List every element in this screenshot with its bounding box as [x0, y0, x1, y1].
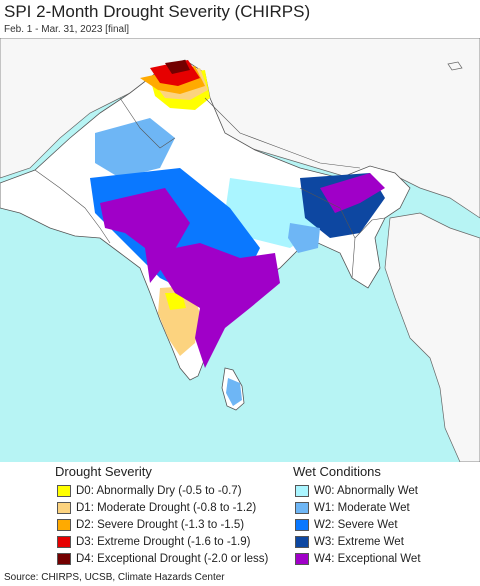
legend-label-d3: D3: Extreme Drought (-1.6 to -1.9): [76, 536, 251, 548]
legend-item-w0: W0: Abnormally Wet: [295, 483, 418, 499]
country-borders: [34, 97, 386, 279]
legend-item-d1: D1: Moderate Drought (-0.8 to -1.2): [57, 500, 256, 516]
legend-swatch-d0: [57, 485, 71, 497]
legend-label-d2: D2: Severe Drought (-1.3 to -1.5): [76, 519, 245, 531]
legend-label-w4: W4: Exceptional Wet: [314, 553, 421, 565]
legend-label-w0: W0: Abnormally Wet: [314, 485, 418, 497]
legend-item-d2: D2: Severe Drought (-1.3 to -1.5): [57, 517, 244, 533]
map-subtitle: Feb. 1 - Mar. 31, 2023 [final]: [4, 24, 130, 35]
legend-swatch-w1: [295, 502, 309, 514]
map-title: SPI 2-Month Drought Severity (CHIRPS): [4, 2, 311, 21]
legend: Drought Severity Wet Conditions D0: Abno…: [0, 462, 480, 572]
wet-legend-title: Wet Conditions: [293, 464, 381, 479]
region-d4: [165, 60, 190, 74]
legend-item-d3: D3: Extreme Drought (-1.6 to -1.9): [57, 534, 250, 550]
legend-label-w1: W1: Moderate Wet: [314, 502, 410, 514]
legend-label-w3: W3: Extreme Wet: [314, 536, 404, 548]
legend-item-w3: W3: Extreme Wet: [295, 534, 404, 550]
region-w4-central: [150, 243, 280, 368]
region-w4-east: [320, 173, 385, 213]
region-w1-northeast: [288, 223, 320, 253]
region-w1-srilanka: [226, 378, 242, 406]
region-d0-south: [165, 293, 186, 310]
drought-map: [0, 38, 480, 462]
legend-swatch-w2: [295, 519, 309, 531]
legend-item-w2: W2: Severe Wet: [295, 517, 398, 533]
legend-swatch-w0: [295, 485, 309, 497]
source-credit: Source: CHIRPS, UCSB, Climate Hazards Ce…: [4, 572, 225, 583]
legend-item-d4: D4: Exceptional Drought (-2.0 or less): [57, 551, 268, 567]
legend-label-d4: D4: Exceptional Drought (-2.0 or less): [76, 553, 269, 565]
legend-swatch-d4: [57, 553, 71, 565]
legend-label-d0: D0: Abnormally Dry (-0.5 to -0.7): [76, 485, 242, 497]
legend-swatch-w4: [295, 553, 309, 565]
legend-item-d0: D0: Abnormally Dry (-0.5 to -0.7): [57, 483, 242, 499]
outside-land-east: [384, 212, 480, 462]
island-small: [447, 61, 463, 71]
legend-label-d1: D1: Moderate Drought (-0.8 to -1.2): [76, 502, 257, 514]
legend-swatch-w3: [295, 536, 309, 548]
legend-item-w1: W1: Moderate Wet: [295, 500, 410, 516]
legend-swatch-d2: [57, 519, 71, 531]
legend-swatch-d3: [57, 536, 71, 548]
region-w1: [95, 118, 175, 178]
legend-swatch-d1: [57, 502, 71, 514]
drought-legend-title: Drought Severity: [55, 464, 152, 479]
legend-item-w4: W4: Exceptional Wet: [295, 551, 421, 567]
legend-label-w2: W2: Severe Wet: [314, 519, 398, 531]
